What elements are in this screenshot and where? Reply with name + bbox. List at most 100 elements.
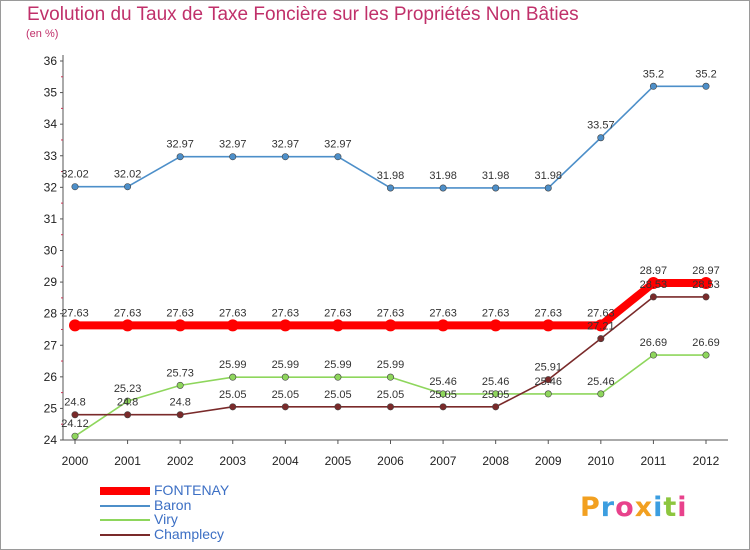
data-label-champlecy: 25.05	[482, 389, 510, 401]
point-champlecy	[334, 403, 342, 411]
y-tick-label: 26	[44, 370, 58, 384]
point-baron	[597, 134, 605, 142]
data-label-viry: 25.99	[272, 359, 300, 371]
data-label-viry: 25.73	[166, 367, 194, 379]
point-baron	[439, 184, 447, 192]
legend-label: Baron	[154, 496, 192, 513]
x-tick-label: 2006	[377, 454, 404, 468]
point-baron	[649, 82, 657, 90]
x-tick-label: 2009	[535, 454, 562, 468]
point-baron	[544, 184, 552, 192]
data-label-viry: 25.99	[219, 359, 247, 371]
point-viry	[124, 397, 132, 405]
data-label-baron: 32.02	[61, 169, 89, 181]
data-label-baron: 31.98	[534, 170, 562, 182]
point-fontenay	[594, 319, 607, 332]
data-label-baron: 35.2	[643, 68, 664, 80]
point-baron	[702, 82, 710, 90]
data-label-baron: 32.97	[166, 139, 194, 151]
data-label-viry: 26.69	[640, 337, 668, 349]
data-label-fontenay: 27.63	[429, 307, 457, 319]
data-label-fontenay: 27.63	[587, 307, 615, 319]
point-fontenay	[121, 319, 134, 332]
data-label-fontenay: 28.97	[640, 265, 668, 277]
point-fontenay	[542, 319, 555, 332]
point-baron	[492, 184, 500, 192]
point-champlecy	[71, 411, 79, 419]
x-tick-label: 2008	[482, 454, 509, 468]
y-tick-label: 32	[44, 180, 58, 194]
point-viry	[649, 351, 657, 359]
data-label-fontenay: 27.63	[324, 307, 352, 319]
logo-letter: i	[677, 492, 688, 523]
data-label-champlecy: 24.8	[117, 397, 138, 409]
data-label-champlecy: 25.05	[324, 389, 352, 401]
logo-letter: i	[653, 492, 664, 523]
data-label-baron: 31.98	[482, 170, 510, 182]
point-baron	[281, 153, 289, 161]
point-fontenay	[226, 319, 239, 332]
point-viry	[176, 381, 184, 389]
point-viry	[334, 373, 342, 381]
point-champlecy	[386, 403, 394, 411]
data-label-viry: 25.46	[482, 376, 510, 388]
x-tick-label: 2001	[114, 454, 141, 468]
y-tick-label: 35	[44, 86, 58, 100]
point-fontenay	[647, 277, 660, 290]
data-label-champlecy: 25.05	[219, 389, 247, 401]
data-label-champlecy: 24.8	[64, 397, 85, 409]
logo-letter: o	[615, 492, 635, 523]
point-fontenay	[331, 319, 344, 332]
data-label-fontenay: 27.63	[482, 307, 510, 319]
data-label-viry: 25.23	[114, 383, 142, 395]
data-label-baron: 32.97	[219, 139, 247, 151]
data-label-baron: 32.97	[324, 139, 352, 151]
data-label-fontenay: 27.63	[272, 307, 300, 319]
data-label-viry: 25.99	[324, 359, 352, 371]
y-tick-label: 30	[44, 244, 58, 258]
data-label-champlecy: 25.05	[429, 389, 457, 401]
data-label-champlecy: 25.05	[272, 389, 300, 401]
point-fontenay	[69, 319, 81, 332]
data-label-baron: 31.98	[429, 170, 457, 182]
legend-label: FONTENAY	[154, 482, 230, 498]
x-tick-label: 2011	[641, 454, 667, 468]
logo-letter: x	[634, 492, 654, 523]
y-tick-label: 29	[44, 275, 58, 289]
point-viry	[439, 390, 447, 398]
data-label-fontenay: 27.63	[61, 307, 89, 319]
x-tick-label: 2007	[430, 454, 457, 468]
point-viry	[544, 390, 552, 398]
legend-label: Champlecy	[154, 525, 225, 542]
logo-letter: r	[600, 492, 616, 523]
point-champlecy	[229, 403, 237, 411]
y-axis-unit-label: (en %)	[26, 28, 59, 40]
x-tick-label: 2005	[325, 454, 352, 468]
y-tick-label: 28	[44, 307, 58, 321]
data-label-champlecy: 28.53	[692, 279, 720, 291]
point-fontenay	[700, 277, 712, 290]
point-viry	[71, 432, 79, 440]
data-label-fontenay: 28.97	[692, 265, 720, 277]
point-champlecy	[702, 293, 710, 301]
point-baron	[71, 183, 79, 191]
data-label-champlecy: 27.21	[587, 321, 615, 333]
y-tick-label: 34	[44, 117, 58, 131]
data-label-champlecy: 24.8	[169, 397, 190, 409]
legend-swatch	[100, 504, 150, 507]
data-label-baron: 31.98	[377, 170, 405, 182]
legend-label: Viry	[154, 511, 178, 527]
data-label-fontenay: 27.63	[114, 307, 142, 319]
point-champlecy	[124, 411, 132, 419]
point-baron	[229, 153, 237, 161]
legend-swatch	[100, 519, 150, 521]
logo-letter: t	[663, 492, 678, 523]
x-tick-label: 2002	[167, 454, 194, 468]
point-viry	[229, 373, 237, 381]
x-tick-label: 2012	[693, 454, 720, 468]
point-champlecy	[439, 403, 447, 411]
point-baron	[334, 153, 342, 161]
legend-swatch	[100, 487, 150, 495]
point-champlecy	[281, 403, 289, 411]
